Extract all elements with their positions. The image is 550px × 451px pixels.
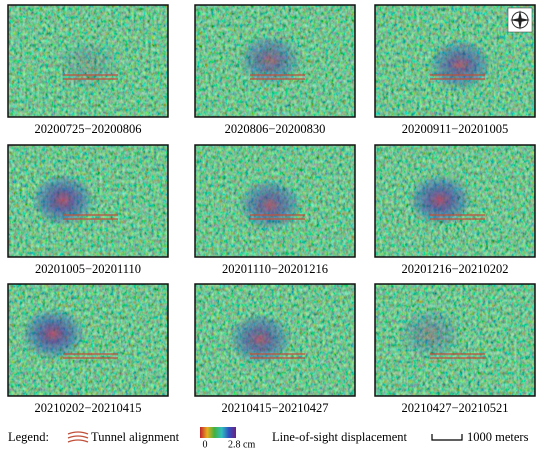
panel-border <box>194 283 356 397</box>
deformation-area <box>428 39 492 91</box>
legend: Legend: Tunnel alignment 0 2.8 cm Line-o… <box>8 427 529 450</box>
panel <box>8 284 168 396</box>
deformation-area <box>238 34 302 86</box>
panel-label: 20200725−20200806 <box>34 122 141 136</box>
scale-bar <box>431 434 463 441</box>
colorbar-min: 0 <box>203 439 208 450</box>
panel-border <box>374 4 536 118</box>
tunnel-alignment <box>63 353 118 359</box>
panel-border <box>374 283 536 397</box>
tunnel-alignment <box>430 353 485 359</box>
deformation-area <box>21 308 85 360</box>
tunnel-alignment <box>250 214 305 220</box>
panel-label: 20201216−20210202 <box>401 262 508 276</box>
panel <box>8 145 168 257</box>
tunnel-alignment <box>250 353 305 359</box>
panel-border <box>7 283 169 397</box>
tunnel-alignment <box>430 74 485 80</box>
deformation-area <box>408 174 472 226</box>
panel-label: 20201110−20201216 <box>222 262 328 276</box>
tunnel-alignment <box>63 74 118 80</box>
deformation-area <box>56 39 120 91</box>
panel-border <box>7 4 169 118</box>
panel-border <box>194 4 356 118</box>
panel <box>375 5 535 117</box>
panel <box>375 145 535 257</box>
deformation-area <box>31 174 95 226</box>
colorbar-max: 2.8 cm <box>228 439 255 450</box>
deformation-area <box>228 313 292 365</box>
colorbar <box>200 427 236 438</box>
deformation-area <box>238 179 302 231</box>
tunnel-alignment <box>250 74 305 80</box>
legend-tunnel: Tunnel alignment <box>91 430 180 444</box>
panel <box>195 145 355 257</box>
panel-border <box>374 144 536 258</box>
tunnel-alignment <box>63 214 118 220</box>
panel-border <box>194 144 356 258</box>
panel-border <box>7 144 169 258</box>
panel-label: 2020806−20200830 <box>225 122 326 136</box>
compass-needle <box>510 10 530 30</box>
panel-label: 20201005−20201110 <box>35 262 141 276</box>
panel <box>8 5 168 117</box>
panel-label: 20210415−20210427 <box>221 401 328 415</box>
deformation-area <box>398 308 462 360</box>
legend-distance: 1000 meters <box>467 430 529 444</box>
tunnel-alignment <box>430 214 485 220</box>
legend-scale-title: Line-of-sight displacement <box>272 430 408 444</box>
panel <box>195 284 355 396</box>
tunnel-icon <box>67 431 89 443</box>
panel-label: 20200911−20201005 <box>402 122 509 136</box>
panel-label: 20210202−20210415 <box>34 401 141 415</box>
legend-title: Legend: <box>8 430 49 444</box>
panel <box>375 284 535 396</box>
panel-label: 20210427−20210521 <box>401 401 508 415</box>
panel <box>195 5 355 117</box>
